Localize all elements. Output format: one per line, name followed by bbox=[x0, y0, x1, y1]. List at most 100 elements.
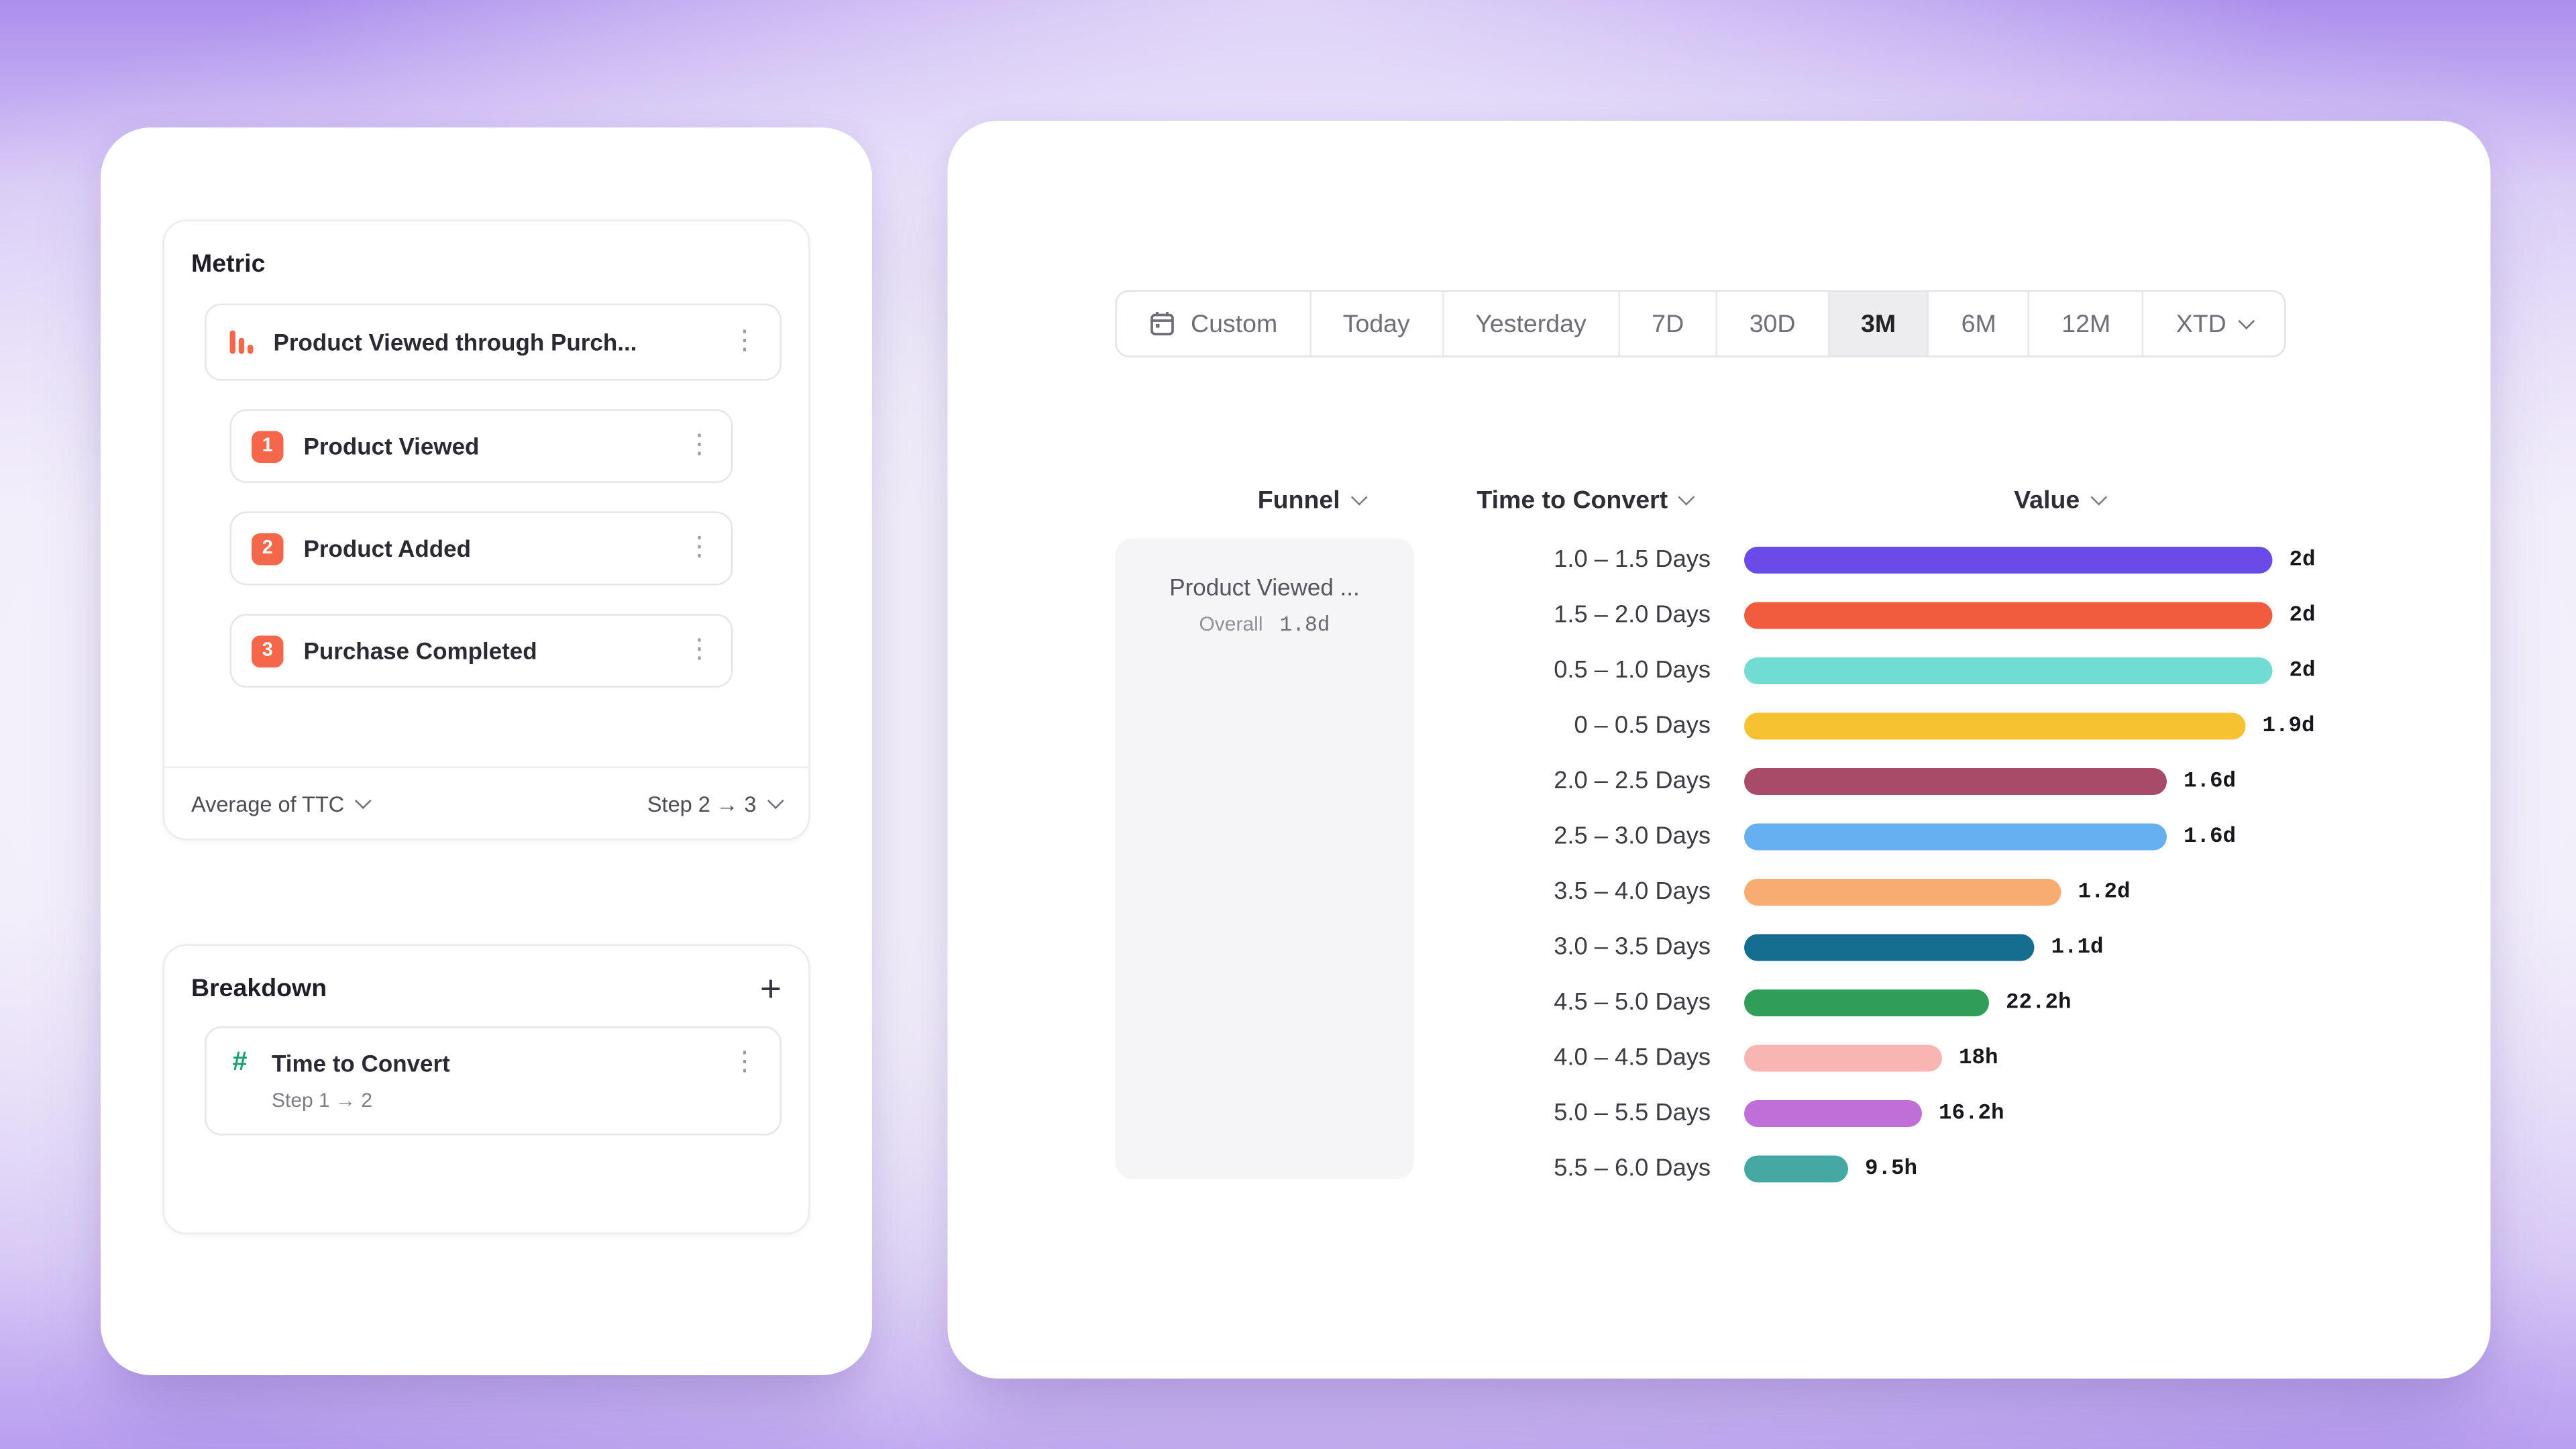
breakdown-section: Breakdown + # Time to Convert ⋮ Step 1 →… bbox=[162, 944, 810, 1234]
value-bar[interactable] bbox=[1744, 988, 1989, 1016]
value-bar[interactable] bbox=[1744, 767, 2167, 794]
funnel-step[interactable]: 2 Product Added ⋮ bbox=[229, 511, 733, 586]
date-range-option-12m[interactable]: 12M bbox=[2028, 292, 2142, 356]
value-bar[interactable] bbox=[1744, 601, 2273, 629]
date-range-option-label: Yesterday bbox=[1475, 309, 1587, 338]
date-range-option-yesterday[interactable]: Yesterday bbox=[1442, 292, 1618, 356]
bar-value-label: 22.2h bbox=[2006, 989, 2072, 1015]
funnel-cell[interactable]: Product Viewed ... Overall 1.8d bbox=[1115, 538, 1414, 1179]
date-range-picker: Custom Today Yesterday 7D 30D 3M 6M 12M XTD bbox=[1115, 290, 2287, 358]
funnel-steps: 1 Product Viewed ⋮ 2 Product Added ⋮ 3 Purchase… bbox=[229, 381, 809, 688]
column-header-value[interactable]: Value bbox=[1892, 486, 2227, 515]
breakdown-item-steps: Step 1 → 2 bbox=[272, 1088, 373, 1112]
chevron-down-icon bbox=[2090, 488, 2108, 506]
date-range-option-xtd[interactable]: XTD bbox=[2142, 292, 2285, 356]
date-range-option-7d[interactable]: 7D bbox=[1618, 292, 1715, 356]
funnel-step[interactable]: 3 Purchase Completed ⋮ bbox=[229, 614, 733, 688]
value-bar[interactable] bbox=[1744, 656, 2273, 684]
value-bar[interactable] bbox=[1744, 933, 2035, 961]
step-number-badge: 1 bbox=[252, 430, 284, 462]
chart-row: 0.5 – 1.0 Days 2d bbox=[1414, 643, 2471, 698]
chevron-down-icon bbox=[1678, 488, 1696, 506]
date-range-option-6m[interactable]: 6M bbox=[1927, 292, 2029, 356]
bar-value-label: 18h bbox=[1959, 1044, 1998, 1071]
bar-value-label: 9.5h bbox=[1865, 1155, 1918, 1181]
chart-row: 3.5 – 4.0 Days 1.2d bbox=[1414, 864, 2471, 920]
calendar-icon bbox=[1150, 312, 1174, 335]
value-bar[interactable] bbox=[1744, 877, 2061, 905]
date-range-option-label: 12M bbox=[2061, 309, 2111, 338]
bucket-label: 4.0 – 4.5 Days bbox=[1554, 1044, 1711, 1071]
funnel-metric-name: Product Viewed through Purch... bbox=[273, 329, 637, 356]
funnel-metric[interactable]: Product Viewed through Purch... ⋮ bbox=[205, 303, 782, 381]
date-range-option-3m[interactable]: 3M bbox=[1827, 292, 1928, 356]
step-number-badge: 2 bbox=[252, 532, 284, 565]
date-range-option-label: 7D bbox=[1652, 309, 1684, 338]
bucket-label: 2.0 – 2.5 Days bbox=[1554, 767, 1711, 794]
bar-value-label: 1.6d bbox=[2184, 823, 2237, 849]
bar-value-label: 2d bbox=[2289, 602, 2316, 628]
date-range-option-label: 30D bbox=[1749, 309, 1796, 338]
column-header-time-to-convert[interactable]: Time to Convert bbox=[1421, 486, 1750, 515]
step-menu-icon[interactable]: ⋮ bbox=[686, 635, 713, 664]
chart-row: 3.0 – 3.5 Days 1.1d bbox=[1414, 919, 2471, 975]
bucket-label: 1.5 – 2.0 Days bbox=[1554, 601, 1711, 629]
chart-row: 0 – 0.5 Days 1.9d bbox=[1414, 698, 2471, 753]
funnel-metric-menu-icon[interactable]: ⋮ bbox=[731, 327, 758, 356]
chart-rows: 1.0 – 1.5 Days 2d 1.5 – 2.0 Days 2d 0.5 – 1.… bbox=[1414, 532, 2471, 1196]
funnel-chart-icon bbox=[227, 327, 257, 358]
column-header-funnel[interactable]: Funnel bbox=[1163, 486, 1461, 515]
chart-row: 5.5 – 6.0 Days 9.5h bbox=[1414, 1140, 2471, 1196]
bar-value-label: 1.9d bbox=[2262, 712, 2315, 739]
column-header-label: Funnel bbox=[1257, 486, 1340, 515]
date-range-option-label: 3M bbox=[1861, 309, 1896, 338]
value-bar[interactable] bbox=[1744, 1155, 1848, 1182]
metric-section-title: Metric bbox=[191, 250, 266, 279]
bucket-label: 3.5 – 4.0 Days bbox=[1554, 877, 1711, 905]
date-range-option-custom[interactable]: Custom bbox=[1117, 292, 1309, 356]
date-range-option-label: XTD bbox=[2176, 309, 2226, 338]
column-header-label: Value bbox=[2014, 486, 2080, 515]
chart-row: 1.0 – 1.5 Days 2d bbox=[1414, 532, 2471, 588]
value-bar[interactable] bbox=[1744, 545, 2273, 573]
bucket-label: 0 – 0.5 Days bbox=[1574, 712, 1711, 739]
breakdown-item-label: Time to Convert bbox=[272, 1050, 450, 1077]
breakdown-header: Breakdown + bbox=[191, 967, 782, 1009]
date-range-option-30d[interactable]: 30D bbox=[1715, 292, 1827, 356]
number-property-icon: # bbox=[232, 1048, 248, 1077]
funnel-step[interactable]: 1 Product Viewed ⋮ bbox=[229, 409, 733, 483]
breakdown-item[interactable]: # Time to Convert ⋮ Step 1 → 2 bbox=[205, 1026, 782, 1136]
step-menu-icon[interactable]: ⋮ bbox=[686, 533, 713, 562]
bar-value-label: 2d bbox=[2289, 547, 2316, 572]
add-breakdown-button[interactable]: + bbox=[759, 967, 782, 1009]
step-menu-icon[interactable]: ⋮ bbox=[686, 431, 713, 460]
breakdown-item-menu-icon[interactable]: ⋮ bbox=[731, 1048, 758, 1077]
chart-row: 1.5 – 2.0 Days 2d bbox=[1414, 587, 2471, 643]
value-bar[interactable] bbox=[1744, 712, 2246, 739]
date-range-option-label: Custom bbox=[1191, 309, 1278, 338]
date-range-option-label: 6M bbox=[1961, 309, 1996, 338]
bucket-label: 2.5 – 3.0 Days bbox=[1554, 822, 1711, 850]
date-range-option-today[interactable]: Today bbox=[1309, 292, 1442, 356]
step-number-badge: 3 bbox=[252, 635, 284, 667]
report-panel: Custom Today Yesterday 7D 30D 3M 6M 12M XTD Funn… bbox=[947, 121, 2491, 1379]
bar-value-label: 1.1d bbox=[2051, 934, 2104, 960]
chevron-down-icon bbox=[1351, 488, 1368, 506]
chart-row: 4.0 – 4.5 Days 18h bbox=[1414, 1030, 2471, 1085]
bucket-label: 5.0 – 5.5 Days bbox=[1554, 1099, 1711, 1126]
step-range-label: Step 2 → 3 bbox=[647, 790, 757, 816]
breakdown-section-title: Breakdown bbox=[191, 974, 327, 1004]
chart-row: 2.5 – 3.0 Days 1.6d bbox=[1414, 808, 2471, 864]
chevron-down-icon bbox=[355, 792, 372, 808]
value-bar[interactable] bbox=[1744, 1099, 1922, 1126]
value-bar[interactable] bbox=[1744, 1044, 1942, 1071]
aggregation-dropdown[interactable]: Average of TTC bbox=[191, 791, 372, 816]
step-range-dropdown[interactable]: Step 2 → 3 bbox=[647, 790, 784, 816]
funnel-cell-name: Product Viewed ... bbox=[1169, 574, 1360, 600]
overall-value: 1.8d bbox=[1279, 614, 1330, 637]
funnel-overall: Overall 1.8d bbox=[1116, 612, 1414, 638]
value-bar[interactable] bbox=[1744, 822, 2167, 850]
bar-value-label: 16.2h bbox=[1939, 1100, 2004, 1126]
bar-value-label: 1.2d bbox=[2078, 879, 2131, 904]
